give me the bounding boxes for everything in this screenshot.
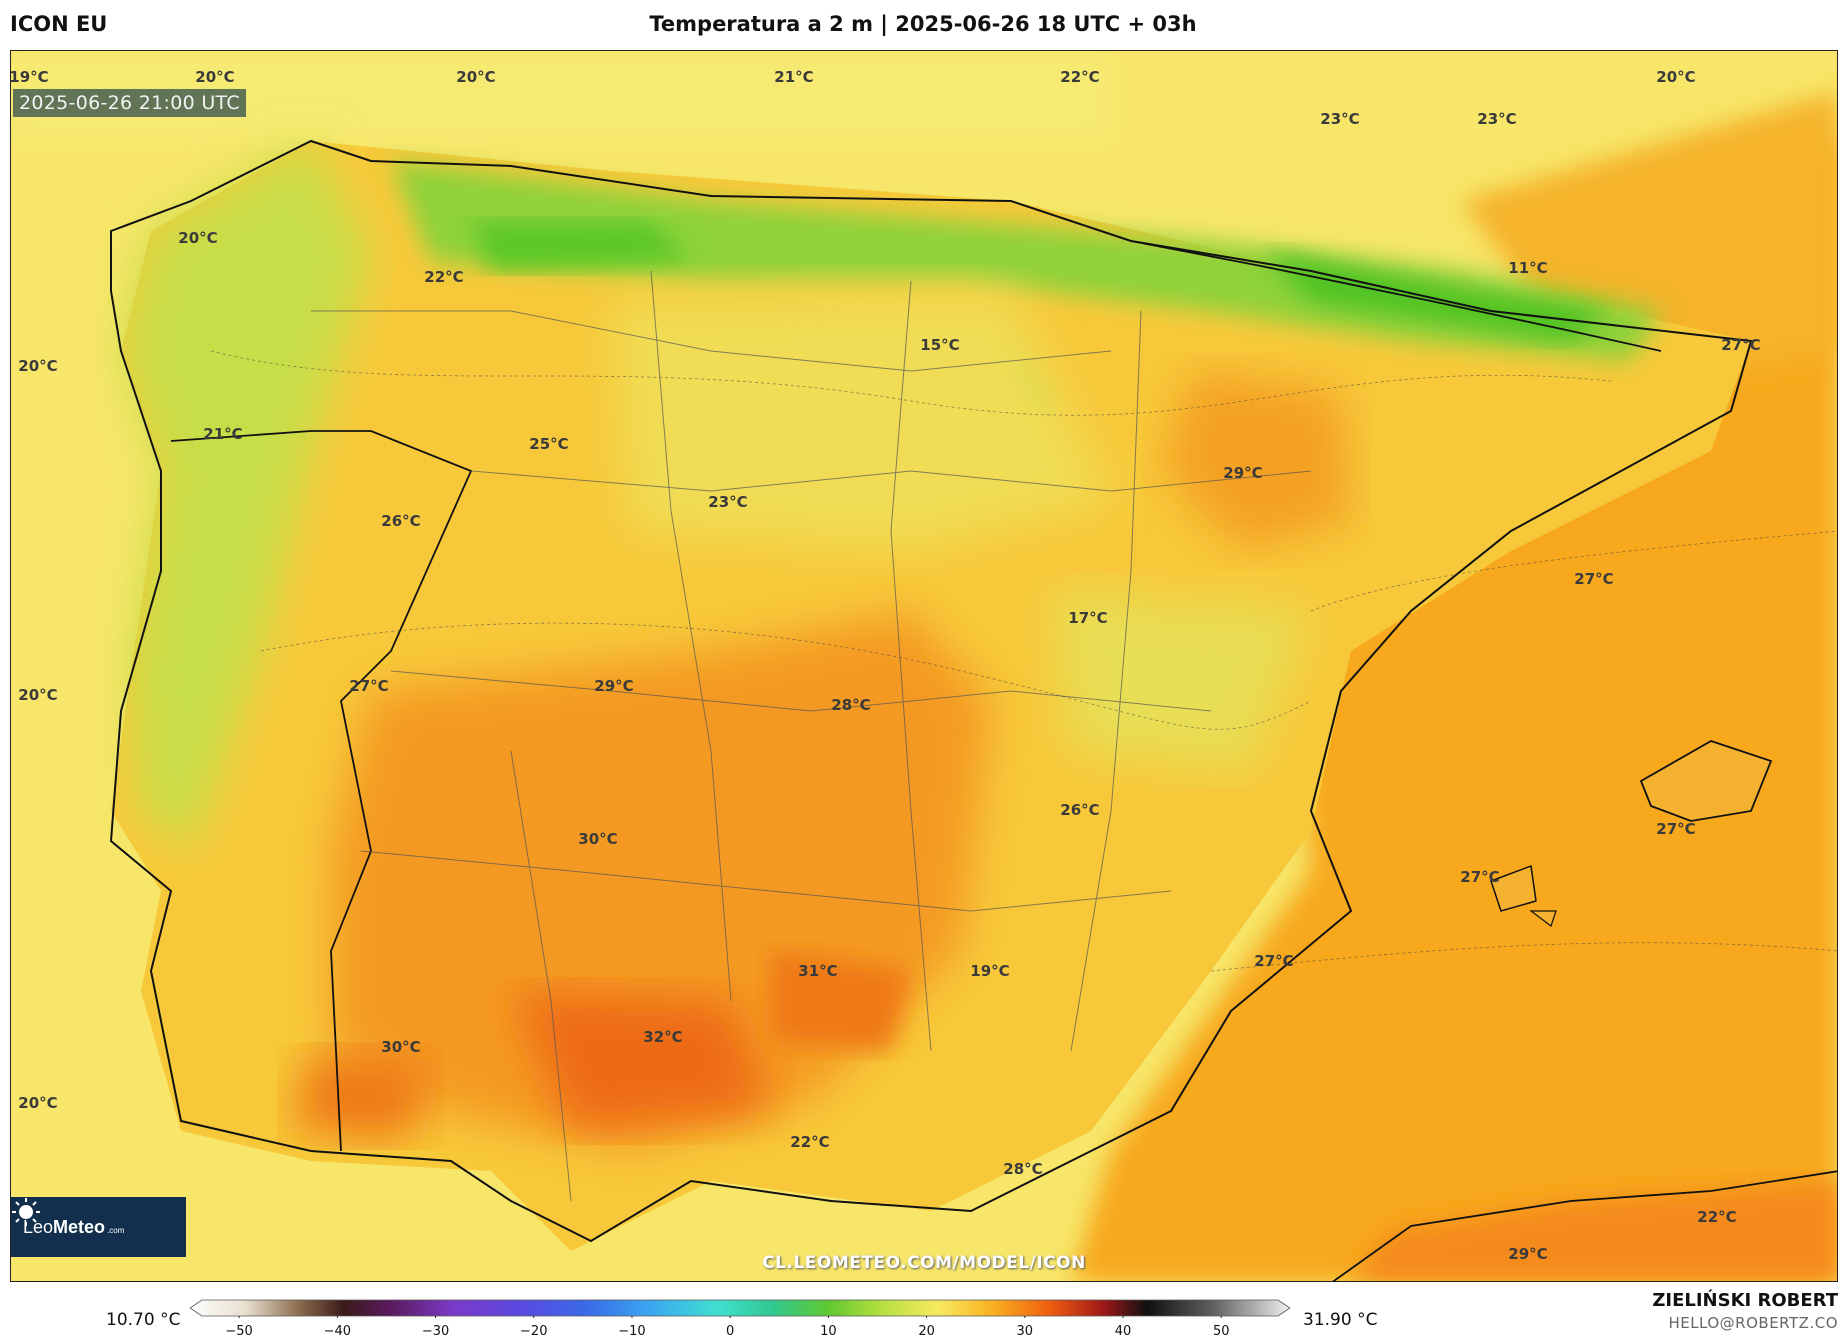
temperature-label: 20°C	[18, 357, 58, 375]
logo-text: LeoMeteo .com	[23, 1216, 125, 1237]
temperature-label: 29°C	[594, 677, 634, 695]
temperature-label: 23°C	[1320, 110, 1360, 128]
temperature-label: 26°C	[381, 512, 421, 530]
temperature-map[interactable]: 2025-06-26 21:00 UTC 19°C 20°C 20°C 21°C 22°…	[10, 50, 1838, 1282]
colorbar-tick-label: 10	[820, 1324, 837, 1339]
temperature-label: 22°C	[1060, 68, 1100, 86]
temperature-label: 20°C	[18, 1094, 58, 1112]
temperature-label: 15°C	[920, 336, 960, 354]
temperature-label: 23°C	[708, 493, 748, 511]
chart-title: Temperatura a 2 m | 2025-06-26 18 UTC + …	[649, 12, 1197, 36]
temperature-label: 19°C	[10, 68, 49, 86]
temperature-label: 17°C	[1068, 609, 1108, 627]
author-email[interactable]: HELLO@ROBERTZ.CO	[1668, 1314, 1838, 1332]
temperature-label: 20°C	[456, 68, 496, 86]
temperature-label: 27°C	[1254, 952, 1294, 970]
model-name: ICON EU	[10, 12, 108, 36]
temperature-label: 31°C	[798, 962, 838, 980]
temperature-label: 22°C	[1697, 1208, 1737, 1226]
source-watermark: CL.LEOMETEO.COM/MODEL/ICON	[762, 1253, 1086, 1273]
temperature-label: 30°C	[381, 1038, 421, 1056]
temperature-label: 22°C	[424, 268, 464, 286]
temperature-label: 27°C	[1656, 820, 1696, 838]
temperature-label: 20°C	[1656, 68, 1696, 86]
temperature-label: 21°C	[774, 68, 814, 86]
temperature-label: 23°C	[1477, 110, 1517, 128]
colorbar-tick-label: 0	[726, 1324, 735, 1339]
colorbar-tick-label: −20	[520, 1324, 548, 1339]
colorbar	[190, 1299, 1290, 1318]
temperature-label: 28°C	[831, 696, 871, 714]
temperature-label: 29°C	[1223, 464, 1263, 482]
colorbar-tick-label: −40	[323, 1324, 352, 1339]
temperature-label: 20°C	[178, 229, 218, 247]
temperature-label: 27°C	[1721, 336, 1761, 354]
colorbar-tick-label: 50	[1212, 1324, 1230, 1339]
temperature-label: 27°C	[349, 677, 389, 695]
temperature-label: 25°C	[529, 435, 569, 453]
author-name: ZIELIŃSKI ROBERT	[1652, 1290, 1838, 1311]
temperature-label: 20°C	[18, 686, 58, 704]
colorbar-min-label: 10.70 °C	[106, 1310, 181, 1330]
temperature-label: 32°C	[643, 1028, 683, 1046]
temperature-label: 29°C	[1508, 1245, 1548, 1263]
map-canvas	[11, 51, 1837, 1281]
valid-time-badge: 2025-06-26 21:00 UTC	[13, 89, 246, 117]
temperature-label: 28°C	[1003, 1160, 1043, 1178]
temperature-label: 11°C	[1508, 259, 1548, 277]
temperature-label: 22°C	[790, 1133, 830, 1151]
colorbar-tick-label: −50	[225, 1324, 253, 1339]
sun-icon	[12, 1198, 40, 1226]
colorbar-max-label: 31.90 °C	[1303, 1310, 1378, 1330]
temperature-label: 20°C	[195, 68, 235, 86]
colorbar-tick-label: 20	[918, 1324, 935, 1339]
temperature-label: 21°C	[203, 425, 243, 443]
colorbar-tick-label: 40	[1114, 1324, 1132, 1339]
colorbar-tick-label: −10	[618, 1324, 646, 1339]
temperature-label: 27°C	[1460, 868, 1500, 886]
temperature-label: 27°C	[1574, 570, 1614, 588]
temperature-label: 30°C	[578, 830, 618, 848]
leometeo-logo[interactable]: LeoMeteo .com	[11, 1197, 186, 1257]
colorbar-tick-label: −30	[421, 1324, 450, 1339]
colorbar-tick-label: 30	[1016, 1324, 1034, 1339]
temperature-label: 26°C	[1060, 801, 1100, 819]
temperature-label: 19°C	[970, 962, 1010, 980]
